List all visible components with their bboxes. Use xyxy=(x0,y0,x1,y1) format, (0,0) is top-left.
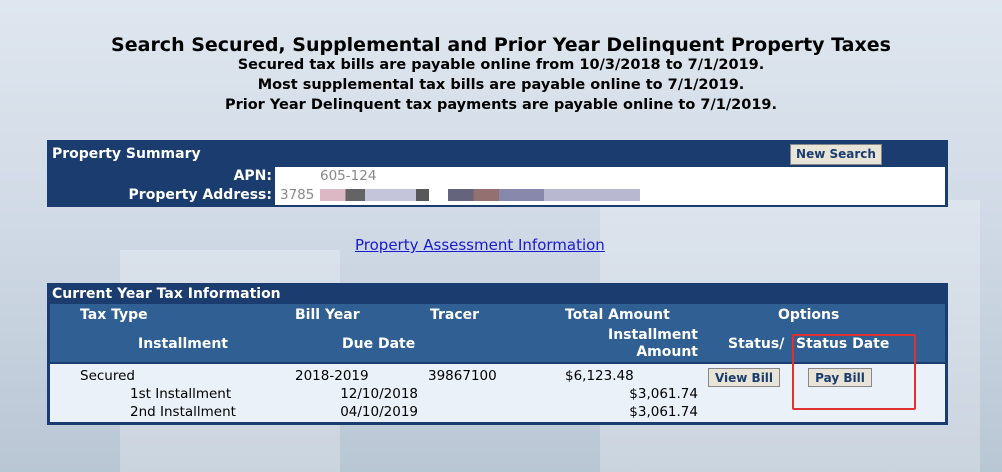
apn-label: APN: xyxy=(233,168,272,184)
notice: Most supplemental tax bills are payable … xyxy=(257,77,745,93)
highlight-box xyxy=(792,334,916,410)
column-header: Total Amount xyxy=(565,307,670,323)
view-bill-button[interactable]: View Bill xyxy=(708,368,780,387)
page-title: Search Secured, Supplemental and Prior Y… xyxy=(111,34,891,56)
installment-amount: $3,061.74 xyxy=(629,404,698,420)
due-date: 12/10/2018 xyxy=(340,386,418,402)
address-value: 3785 xyxy=(280,187,315,203)
redaction xyxy=(320,189,640,201)
column-header: Installment xyxy=(138,336,228,352)
header-band xyxy=(50,304,945,362)
installment-name: 2nd Installment xyxy=(130,404,236,420)
column-header: Status/ xyxy=(728,336,785,352)
installment-name: 1st Installment xyxy=(130,386,232,402)
summary-title: Property Summary xyxy=(52,146,201,162)
notice: Secured tax bills are payable online fro… xyxy=(237,57,765,73)
new-search-button[interactable]: New Search xyxy=(790,144,882,165)
column-header: Status Date xyxy=(796,336,890,352)
tracer: 39867100 xyxy=(428,368,497,384)
column-header: Tax Type xyxy=(80,307,148,323)
apn-value: 605-124 xyxy=(320,168,377,184)
column-header: Bill Year xyxy=(295,307,360,323)
rows-band xyxy=(50,364,945,422)
column-header: Installment Amount xyxy=(608,327,698,360)
bill-year: 2018-2019 xyxy=(295,368,369,384)
column-header: Due Date xyxy=(342,336,416,352)
due-date: 04/10/2019 xyxy=(340,404,418,420)
tax-type: Secured xyxy=(80,368,135,384)
installment-amount: $3,061.74 xyxy=(629,386,698,402)
address-label: Property Address: xyxy=(128,187,272,203)
notice: Prior Year Delinquent tax payments are p… xyxy=(224,97,778,113)
table-title: Current Year Tax Information xyxy=(52,286,281,302)
total-amount: $6,123.48 xyxy=(565,368,634,384)
pay-bill-button[interactable]: Pay Bill xyxy=(808,368,872,387)
assessment-link[interactable]: Property Assessment Information xyxy=(355,236,605,254)
column-header: Tracer xyxy=(430,307,480,323)
column-header: Options xyxy=(778,307,840,323)
